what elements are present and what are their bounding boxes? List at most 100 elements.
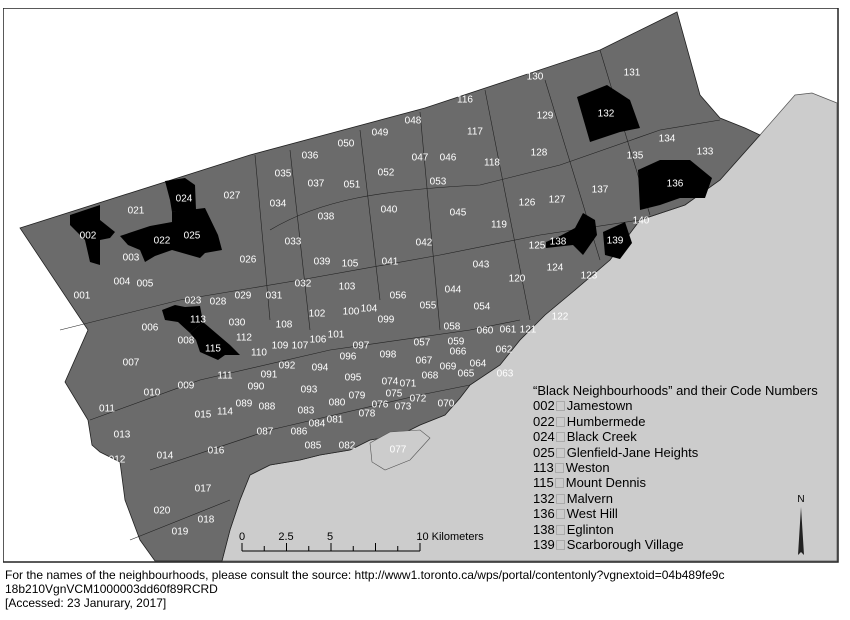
highlight-136 [638,160,712,210]
neighbourhood-label-071: 071 [400,379,417,390]
neighbourhood-label-019: 019 [172,527,189,538]
legend-name: Malvern [566,490,613,506]
neighbourhood-label-104: 104 [361,304,378,315]
neighbourhood-label-110: 110 [251,348,267,359]
legend-code: 022 [533,413,555,429]
neighbourhood-label-090: 090 [248,382,265,393]
neighbourhood-label-037: 037 [308,179,325,190]
neighbourhood-label-094: 094 [312,363,329,374]
neighbourhood-label-002: 002 [80,231,97,242]
city-area [19,11,761,562]
neighbourhood-label-047: 047 [412,153,429,164]
neighbourhood-label-063: 063 [497,369,514,380]
neighbourhood-label-139: 139 [607,236,624,247]
neighbourhood-label-102: 102 [309,309,326,320]
neighbourhood-label-116: 116 [457,95,473,106]
legend-item: 115 Mount Dennis [533,475,818,490]
legend-name: Jamestown [566,398,633,414]
neighbourhood-label-114: 114 [217,407,233,418]
black-neighbourhoods [70,85,712,360]
neighbourhood-label-010: 010 [144,388,161,399]
legend-item: 136 West Hill [533,506,818,521]
neighbourhood-label-020: 020 [154,506,171,517]
legend-code: 115 [533,475,554,491]
legend-name: Glenfield-Jane Heights [566,444,699,460]
neighbourhood-label-069: 069 [440,362,457,373]
neighbourhood-label-118: 118 [484,158,500,169]
neighbourhood-label-095: 095 [345,373,362,384]
legend-code: 132 [533,490,555,506]
neighbourhood-label-109: 109 [272,341,289,352]
neighbourhood-label-021: 021 [128,206,145,217]
neighbourhood-label-026: 026 [240,255,257,266]
neighbourhood-label-134: 134 [659,134,676,145]
neighbourhood-label-048: 048 [405,116,422,127]
neighbourhood-label-017: 017 [195,484,212,495]
missing-glyph-icon [554,478,564,489]
neighbourhood-label-004: 004 [114,277,131,288]
legend-item: 138 Eglinton [533,522,818,537]
neighbourhood-label-086: 086 [291,427,308,438]
missing-glyph-icon [555,432,565,443]
neighbourhood-label-001: 001 [74,291,91,302]
legend-name: Black Creek [566,429,637,445]
neighbourhood-label-106: 106 [310,335,327,346]
legend-code: 139 [533,537,555,553]
neighbourhood-label-087: 087 [257,427,274,438]
legend-title: “Black Neighbourhoods” and their Code Nu… [533,383,818,398]
neighbourhood-label-077: 077 [390,445,407,456]
legend-code: 002 [533,398,555,414]
neighbourhood-label-007: 007 [123,358,140,369]
neighbourhood-label-011: 011 [99,404,115,415]
legend-name: Humbermede [566,413,646,429]
neighbourhood-label-030: 030 [229,318,246,329]
neighbourhood-label-064: 064 [470,359,487,370]
neighbourhood-label-082: 082 [339,441,356,452]
legend-name: Scarborough Village [566,537,684,553]
caption-source: For the names of the neighbourhoods, ple… [5,568,725,582]
legend-item: 113 Weston [533,460,818,475]
neighbourhood-label-059: 059 [448,337,465,348]
neighbourhood-label-112: 112 [236,333,252,344]
legend-code: 024 [533,429,555,445]
highlight-022 [120,222,172,262]
legend-item: 139 Scarborough Village [533,537,818,552]
neighbourhood-label-012: 012 [109,455,126,466]
neighbourhood-label-115: 115 [205,344,221,355]
neighbourhood-label-067: 067 [416,356,433,367]
neighbourhood-label-016: 016 [208,446,225,457]
neighbourhood-label-091: 091 [261,370,278,381]
neighbourhood-boundaries [59,49,721,541]
highlight-113 [162,305,203,333]
neighbourhood-label-130: 130 [527,72,544,83]
neighbourhood-label-008: 008 [178,336,195,347]
neighbourhood-label-084: 084 [309,419,326,430]
scale-tick-5: 5 [327,531,333,543]
scale-bar: 0 2.5 5 10 Kilometers [239,531,484,552]
legend-item: 022 Humbermede [533,414,818,429]
neighbourhood-label-079: 079 [349,391,366,402]
neighbourhood-label-132: 132 [598,109,615,120]
highlight-132 [577,85,640,142]
neighbourhood-label-068: 068 [422,371,439,382]
neighbourhood-label-113: 113 [190,315,206,326]
highlight-115 [190,322,240,360]
neighbourhood-label-035: 035 [275,169,292,180]
neighbourhood-label-056: 056 [390,291,407,302]
neighbourhood-label-133: 133 [697,147,714,158]
neighbourhood-label-028: 028 [210,297,227,308]
neighbourhood-label-066: 066 [450,347,467,358]
neighbourhood-label-031: 031 [266,291,283,302]
neighbourhood-label-054: 054 [474,302,491,313]
neighbourhood-code-labels: 001 002 003 004 005 006 007 008 009 010 011 012 013 0… [74,68,714,538]
legend-item: 025 Glenfield-Jane Heights [533,445,818,460]
neighbourhood-label-085: 085 [305,441,322,452]
neighbourhood-label-072: 072 [410,394,427,405]
missing-glyph-icon [555,493,565,504]
neighbourhood-label-103: 103 [339,282,356,293]
neighbourhood-label-045: 045 [450,208,467,219]
neighbourhood-label-042: 042 [416,238,433,249]
neighbourhood-label-129: 129 [537,111,554,122]
legend-code: 136 [533,506,555,522]
